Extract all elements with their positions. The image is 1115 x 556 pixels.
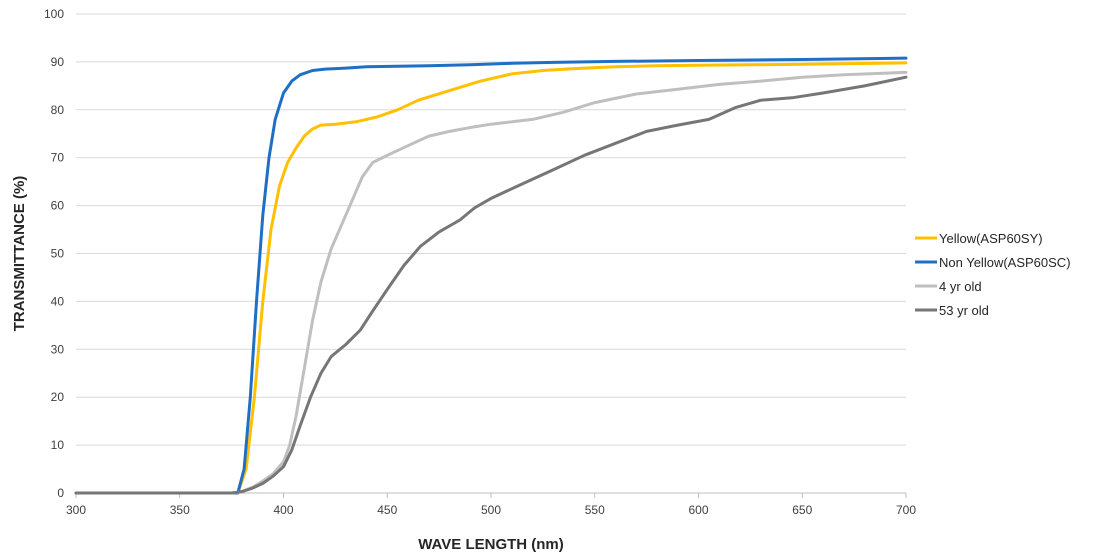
y-tick-label: 60	[51, 199, 65, 213]
x-axis-ticks: 300 350 400 450 500 550 600 650 700	[66, 503, 916, 517]
x-tick-label: 500	[481, 503, 501, 517]
legend-label: 53 yr old	[939, 303, 989, 318]
series-line-3	[74, 75, 908, 495]
legend-label: 4 yr old	[939, 279, 982, 294]
y-tick-label: 100	[44, 7, 64, 21]
y-tick-label: 10	[51, 438, 65, 452]
x-axis-title: WAVE LENGTH (nm)	[418, 536, 564, 553]
x-tick-label: 300	[66, 503, 86, 517]
x-tick-label: 400	[273, 503, 293, 517]
series-line-2	[74, 70, 908, 495]
x-tick-label: 650	[792, 503, 812, 517]
series-lines	[74, 56, 908, 495]
y-tick-label: 20	[51, 390, 65, 404]
y-tick-label: 30	[51, 342, 65, 356]
legend: Yellow(ASP60SY) Non Yellow(ASP60SC) 4 yr o…	[915, 231, 1071, 318]
y-axis-ticks: 0 10 20 30 40 50 60 70 80 90 100	[44, 7, 64, 500]
y-tick-label: 90	[51, 55, 65, 69]
y-axis-title: TRANSMITTANCE (%)	[11, 176, 28, 332]
x-tick-label: 550	[585, 503, 605, 517]
x-tick-label: 700	[896, 503, 916, 517]
y-tick-label: 70	[51, 151, 65, 165]
series-line-1	[74, 56, 908, 495]
legend-label: Yellow(ASP60SY)	[939, 231, 1043, 246]
y-tick-label: 0	[57, 486, 64, 500]
legend-label: Non Yellow(ASP60SC)	[939, 255, 1071, 270]
x-tick-label: 600	[688, 503, 708, 517]
gridlines	[76, 13, 906, 446]
y-tick-label: 80	[51, 103, 65, 117]
x-tick-label: 350	[170, 503, 190, 517]
x-tick-label: 450	[377, 503, 397, 517]
y-tick-label: 50	[51, 247, 65, 261]
series-line-0	[74, 61, 908, 495]
y-tick-label: 40	[51, 294, 65, 308]
